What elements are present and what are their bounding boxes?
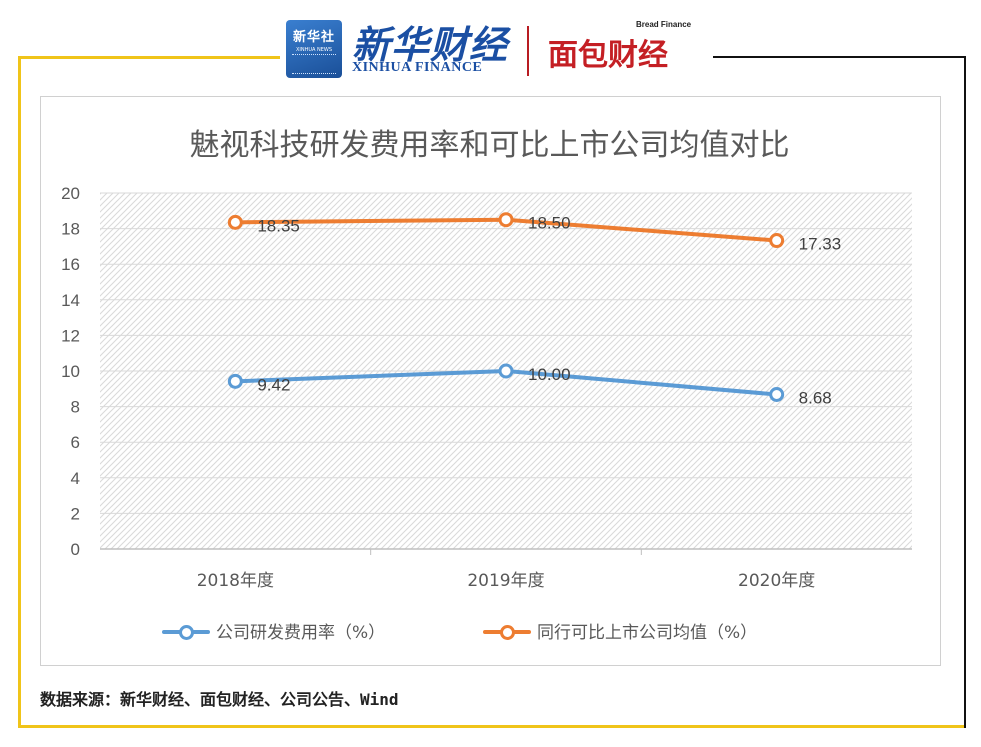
x-tick-label: 2018年度 bbox=[197, 571, 274, 591]
y-tick-label: 14 bbox=[61, 291, 80, 310]
chart-title: 魅视科技研发费用率和可比上市公司均值对比 bbox=[189, 128, 790, 163]
legend-swatch-blue bbox=[162, 621, 210, 641]
data-label: 18.50 bbox=[528, 214, 571, 233]
chart-legend: 公司研发费用率（%） 同行可比上市公司均值（%） bbox=[0, 618, 981, 644]
y-tick-label: 6 bbox=[71, 433, 80, 452]
data-label: 18.35 bbox=[257, 216, 300, 235]
xinhua-finance-logo-en: XINHUA FINANCE bbox=[352, 60, 483, 75]
xinhua-news-logo-cn: 新华社 bbox=[292, 30, 335, 45]
y-tick-label: 8 bbox=[71, 398, 80, 417]
data-point bbox=[498, 212, 514, 228]
y-tick-label: 10 bbox=[61, 362, 80, 381]
frame-line-right bbox=[964, 56, 966, 728]
x-tick-label: 2019年度 bbox=[467, 571, 544, 591]
legend-item-company: 公司研发费用率（%） bbox=[162, 618, 385, 643]
data-point bbox=[227, 214, 243, 230]
bread-finance-logo-en: Bread Finance bbox=[636, 20, 692, 29]
legend-label-peer-average: 同行可比上市公司均值（%） bbox=[537, 623, 758, 643]
data-label: 8.68 bbox=[799, 388, 832, 407]
frame-line-top-right bbox=[713, 56, 966, 58]
data-point bbox=[498, 363, 514, 379]
data-point bbox=[227, 373, 243, 389]
data-label: 10.00 bbox=[528, 365, 571, 384]
data-point bbox=[769, 233, 785, 249]
y-tick-label: 2 bbox=[71, 504, 80, 523]
y-tick-label: 20 bbox=[61, 184, 80, 203]
data-label: 17.33 bbox=[799, 235, 842, 254]
frame-line-left bbox=[18, 56, 21, 728]
logo-divider bbox=[527, 26, 529, 76]
y-tick-label: 16 bbox=[61, 255, 80, 274]
y-tick-label: 4 bbox=[71, 469, 80, 488]
xinhua-news-logo: 新华社 XINHUA NEWS bbox=[286, 20, 342, 78]
y-tick-label: 12 bbox=[61, 326, 80, 345]
legend-item-peer-average: 同行可比上市公司均值（%） bbox=[483, 618, 757, 643]
network-graphic-icon bbox=[292, 54, 336, 74]
data-point bbox=[769, 386, 785, 402]
y-tick-label: 0 bbox=[71, 540, 80, 559]
legend-label-company: 公司研发费用率（%） bbox=[216, 623, 386, 643]
frame-line-top-left bbox=[18, 56, 280, 59]
bread-finance-logo-cn: 面包财经 bbox=[548, 38, 668, 73]
frame-line-bottom bbox=[18, 725, 966, 728]
legend-swatch-orange bbox=[483, 621, 531, 641]
xinhua-news-logo-en: XINHUA NEWS bbox=[295, 47, 333, 53]
x-tick-label: 2020年度 bbox=[738, 571, 815, 591]
xinhua-finance-logo-cn: 新华财经 bbox=[352, 22, 509, 67]
y-tick-label: 18 bbox=[61, 220, 80, 239]
data-source-note: 数据来源：新华财经、面包财经、公司公告、Wind bbox=[40, 690, 399, 709]
data-label: 9.42 bbox=[257, 375, 290, 394]
